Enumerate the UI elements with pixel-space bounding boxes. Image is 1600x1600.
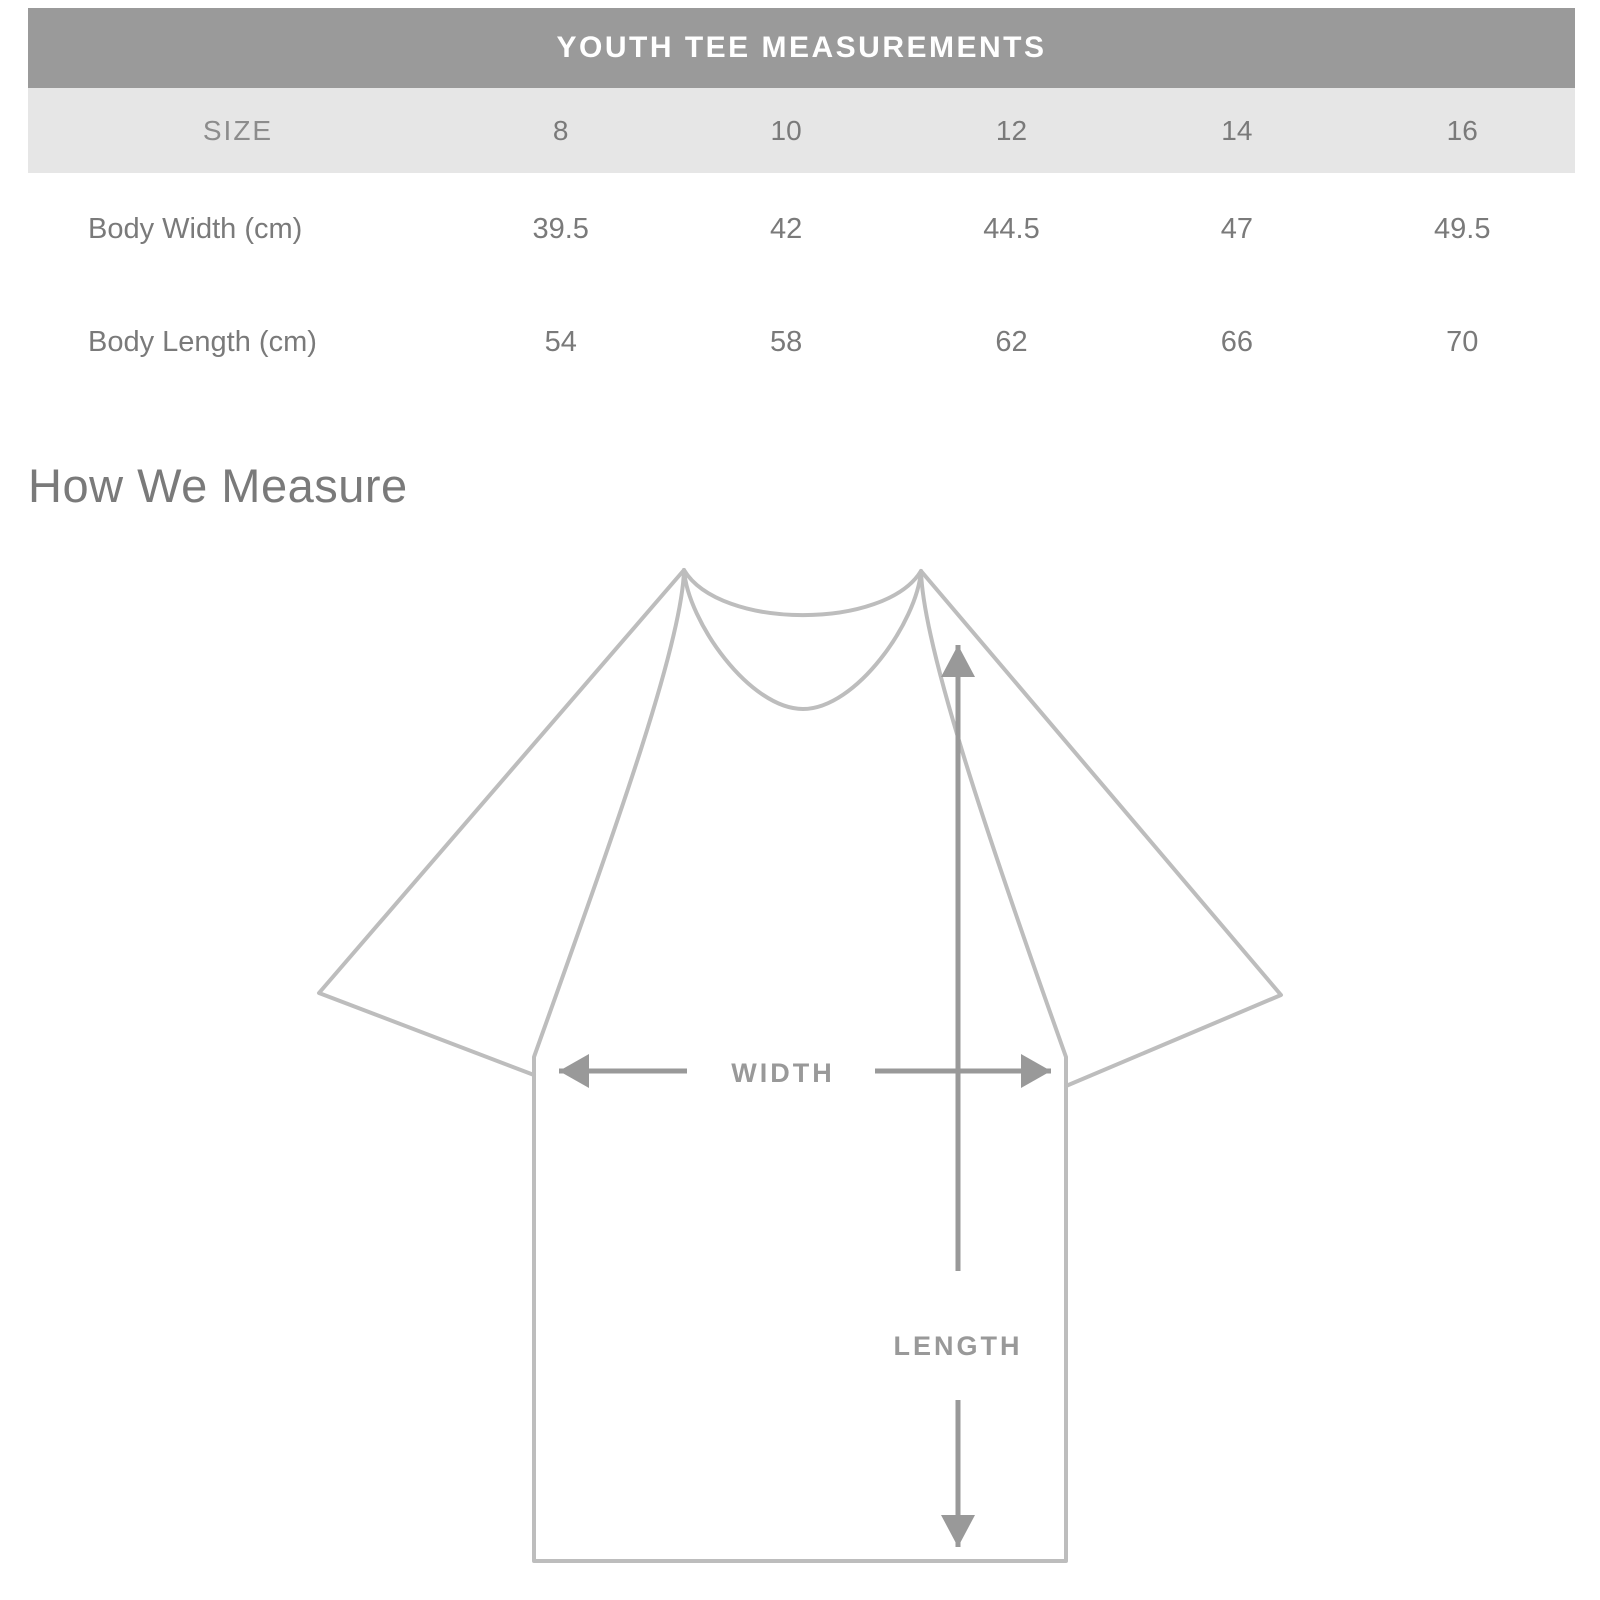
- svg-text:WIDTH: WIDTH: [731, 1058, 834, 1088]
- svg-text:LENGTH: LENGTH: [894, 1331, 1023, 1361]
